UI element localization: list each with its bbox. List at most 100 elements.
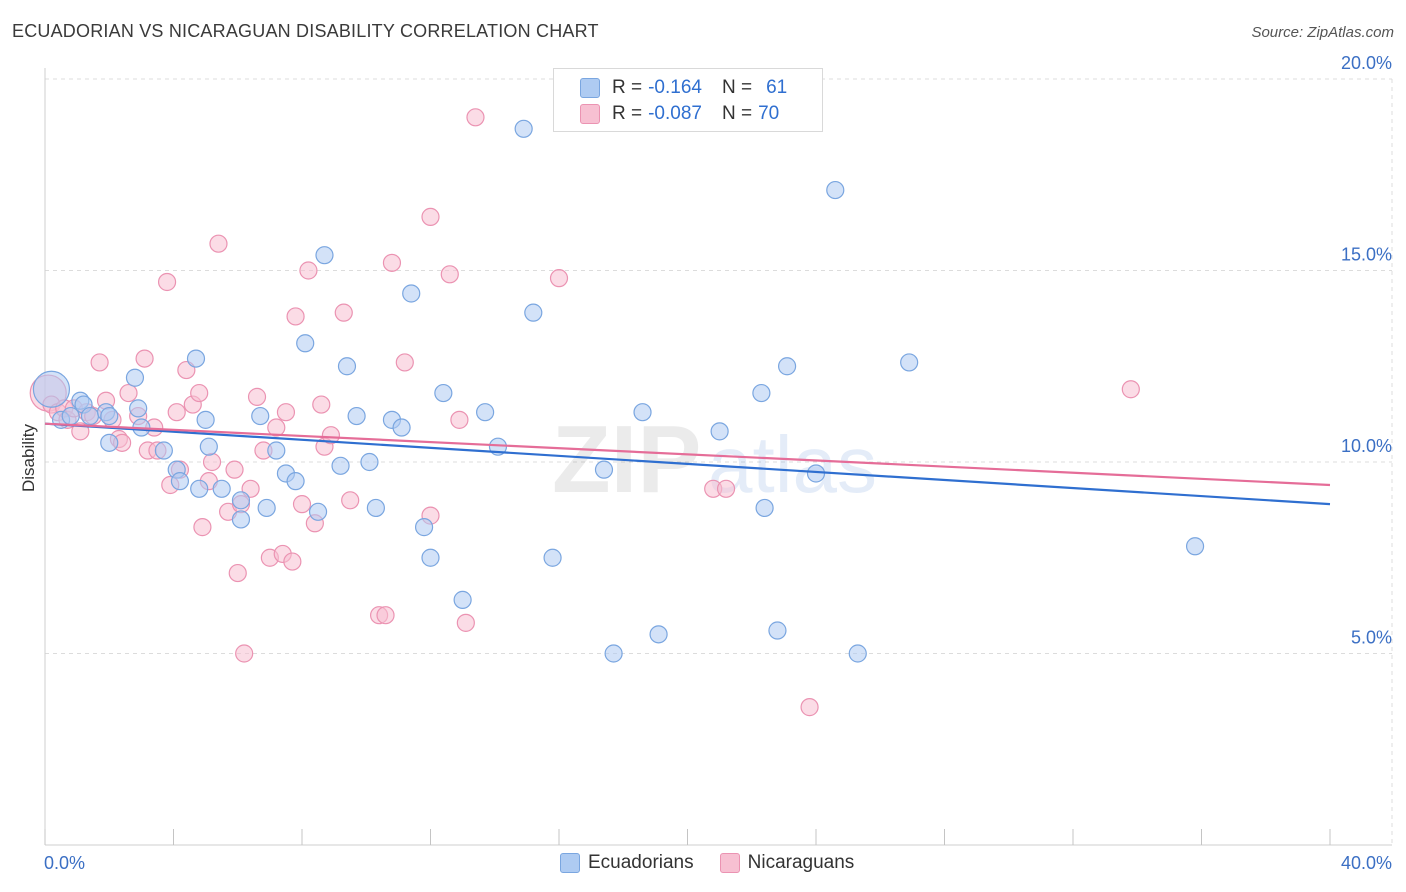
ecuadorian-point — [125, 368, 145, 387]
ecuadorian-point — [604, 644, 623, 663]
correlation-legend: R = -0.164 N = 61 R = -0.087 N = 70 — [553, 68, 823, 132]
tick-labels: 5.0% 10.0% 15.0% 20.0% 0.0% 40.0% — [44, 53, 1392, 873]
ecuadorian-point — [100, 406, 119, 426]
nicaraguan-point — [341, 491, 360, 510]
ecuadorian-point — [755, 498, 774, 518]
nicaraguan-point — [225, 460, 244, 479]
legend-label: Nicaraguans — [747, 852, 855, 873]
nicaraguan-point — [135, 349, 154, 368]
ecuadorian-point — [32, 370, 71, 408]
ecuadorian-point — [251, 406, 270, 426]
nicaraguan-point — [312, 395, 331, 414]
nicaraguan-point — [228, 563, 247, 583]
nicaraguan-point — [800, 698, 819, 717]
nicaraguan-point — [395, 353, 414, 372]
ecuadorian-point — [476, 403, 495, 422]
ecuadorian-point — [826, 180, 845, 200]
ecuadorian-point — [231, 510, 251, 529]
legend-swatch-blue — [580, 78, 600, 98]
nicaraguan-point — [193, 518, 212, 537]
nicaraguan-point — [157, 272, 177, 292]
nicaraguan-point — [119, 383, 138, 403]
nicaraguan-point — [286, 307, 305, 326]
source-label: Source: ZipAtlas.com — [1251, 24, 1394, 41]
nicaraguan-point — [334, 303, 353, 322]
legend-swatch-pink — [719, 853, 740, 873]
ecuadorian-point — [308, 502, 328, 521]
legend-label: Ecuadorians — [588, 852, 694, 873]
nicaraguan-point — [90, 353, 109, 372]
y-tick-label: 15.0% — [1341, 245, 1392, 265]
ecuadorian-point — [543, 548, 562, 567]
series-legend: Ecuadorians Nicaraguans — [560, 852, 880, 874]
ecuadorian-point — [199, 437, 218, 456]
ecuadorian-point — [848, 644, 867, 663]
nicaraguan-point — [456, 613, 475, 632]
nicaraguan-point — [421, 207, 440, 226]
legend-item-nicaraguans[interactable]: Nicaraguans — [719, 852, 855, 874]
ecuadorian-point — [212, 479, 231, 498]
nicaraguan-point — [299, 261, 318, 280]
nicaraguan-point — [466, 108, 485, 127]
watermark-atlas: atlas — [708, 420, 877, 509]
ecuadorian-point — [434, 383, 453, 403]
nicaraguan-point — [321, 426, 341, 445]
legend-n-value: 70 — [758, 103, 780, 124]
ecuadorian-point — [777, 357, 797, 376]
ecuadorian-point — [347, 406, 366, 426]
ecuadorian-point — [806, 464, 826, 483]
ecuadorian-point — [453, 590, 472, 609]
nicaraguan-point — [549, 269, 569, 288]
ecuadorian-point — [337, 357, 357, 376]
nicaraguan-point — [382, 253, 402, 272]
ecuadorian-point — [366, 498, 385, 518]
legend-row-nicaraguans: R = -0.087 N = 70 — [580, 102, 779, 126]
nicaraguan-point — [190, 383, 209, 403]
ecuadorian-point — [257, 498, 276, 518]
ecuadorian-point — [296, 334, 315, 353]
nicaraguan-point — [247, 387, 267, 406]
nicaraguan-point — [267, 418, 286, 437]
ecuadorian-point — [414, 518, 434, 537]
legend-item-ecuadorians[interactable]: Ecuadorians — [560, 852, 694, 874]
nicaraguan-point — [276, 403, 296, 422]
y-tick-label: 5.0% — [1351, 628, 1392, 648]
legend-r-value: -0.164 — [648, 77, 702, 98]
legend-n-value: 61 — [766, 77, 788, 98]
nicaraguan-point — [283, 552, 302, 571]
ecuadorian-point — [421, 548, 440, 567]
ecuadorian-point — [196, 410, 215, 429]
legend-swatch-pink — [580, 104, 600, 124]
nicaraguan-trend-line — [44, 422, 1331, 487]
ecuadorian-point — [524, 303, 543, 322]
axes — [44, 68, 1392, 846]
nicaraguan-point — [292, 495, 312, 514]
x-tick-label-min: 0.0% — [44, 853, 85, 873]
legend-r-label: R = — [612, 77, 643, 98]
ecuadorian-point — [514, 119, 533, 138]
nicaraguan-point — [167, 403, 186, 422]
ecuadorian-point — [331, 456, 350, 475]
ecuadorian-point — [100, 433, 119, 452]
x-tick-label-max: 40.0% — [1341, 853, 1392, 873]
ecuadorian-point — [154, 441, 173, 460]
nicaraguan-point — [716, 479, 736, 498]
ecuadorian-point — [186, 349, 206, 368]
ecuadorian-point — [360, 452, 379, 472]
nicaraguan-point — [450, 410, 469, 429]
nicaraguan-point — [440, 265, 459, 284]
ecuadorian-point — [402, 284, 421, 303]
y-axis-title: Disability — [19, 423, 38, 492]
legend-swatch-blue — [560, 853, 580, 873]
ecuadorian-point — [1185, 537, 1205, 556]
ecuadorian-point — [80, 406, 100, 426]
y-tick-label: 20.0% — [1341, 53, 1392, 73]
legend-n-label: N = — [721, 103, 753, 124]
chart-title: ECUADORIAN VS NICARAGUAN DISABILITY CORR… — [12, 21, 599, 41]
ecuadorian-point — [633, 403, 652, 422]
ecuadorian-point — [392, 418, 411, 437]
ecuadorian-point — [286, 472, 305, 491]
legend-n-label: N = — [721, 77, 753, 98]
y-tick-label: 10.0% — [1341, 436, 1392, 456]
